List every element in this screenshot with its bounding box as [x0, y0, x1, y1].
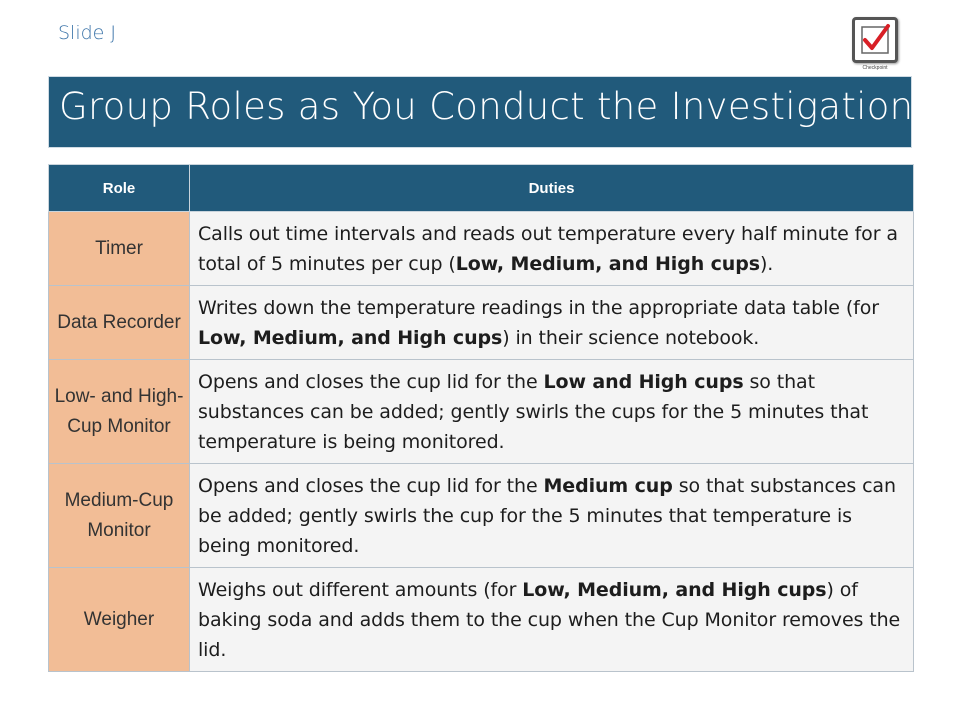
roles-table: Role Duties Timer Calls out time interval… — [48, 164, 914, 672]
duty-text: so that substances can be added; gently … — [198, 370, 869, 453]
role-cell: Timer — [48, 211, 190, 286]
table-row: Low- and High-Cup Monitor Opens and close… — [48, 359, 914, 464]
checkpoint-badge: Checkpoint — [852, 17, 898, 73]
title-banner: Group Roles as You Conduct the Investiga… — [48, 76, 914, 148]
duty-cell: Calls out time intervals and reads out t… — [189, 211, 914, 286]
duty-text: Calls out time intervals and reads out t… — [198, 222, 898, 275]
duty-cell: Weighs out different amounts (for Low, M… — [189, 567, 914, 672]
header-duties: Duties — [189, 164, 914, 212]
slide-label: Slide J — [58, 22, 117, 44]
duty-cell: Opens and closes the cup lid for the Med… — [189, 463, 914, 568]
checkmark-icon — [852, 17, 898, 63]
role-cell: Low- and High-Cup Monitor — [48, 359, 190, 464]
duty-text: ). — [759, 252, 774, 275]
page-title: Group Roles as You Conduct the Investiga… — [59, 85, 914, 128]
duty-emphasis: Low and High cups — [543, 370, 744, 393]
checkpoint-caption: Checkpoint — [862, 65, 888, 71]
duty-text: ) of baking soda and adds them to the cu… — [198, 578, 901, 661]
role-cell: Data Recorder — [48, 285, 190, 360]
duty-text: Writes down the temperature readings in … — [198, 296, 879, 319]
table-row: Data Recorder Writes down the temperature… — [48, 285, 914, 360]
duty-text: Weighs out different amounts (for — [198, 578, 523, 601]
duty-text: Opens and closes the cup lid for the — [198, 474, 544, 497]
role-cell: Medium-Cup Monitor — [48, 463, 190, 568]
duty-emphasis: Medium cup — [543, 474, 673, 497]
header-role: Role — [48, 164, 190, 212]
duty-text: ) in their science notebook. — [502, 326, 760, 349]
role-cell: Weigher — [48, 567, 190, 672]
duty-emphasis: Low, Medium, and High cups — [198, 326, 503, 349]
duty-text: so that substances can be added; gently … — [198, 474, 896, 557]
duty-emphasis: Low, Medium, and High cups — [522, 578, 827, 601]
duty-cell: Opens and closes the cup lid for the Low… — [189, 359, 914, 464]
table-header-row: Role Duties — [48, 164, 914, 212]
table-row: Medium-Cup Monitor Opens and closes the c… — [48, 463, 914, 568]
duty-cell: Writes down the temperature readings in … — [189, 285, 914, 360]
duty-text: Opens and closes the cup lid for the — [198, 370, 544, 393]
table-row: Timer Calls out time intervals and reads … — [48, 211, 914, 286]
table-row: Weigher Weighs out different amounts (for… — [48, 567, 914, 672]
duty-emphasis: Low, Medium, and High cups — [455, 252, 760, 275]
